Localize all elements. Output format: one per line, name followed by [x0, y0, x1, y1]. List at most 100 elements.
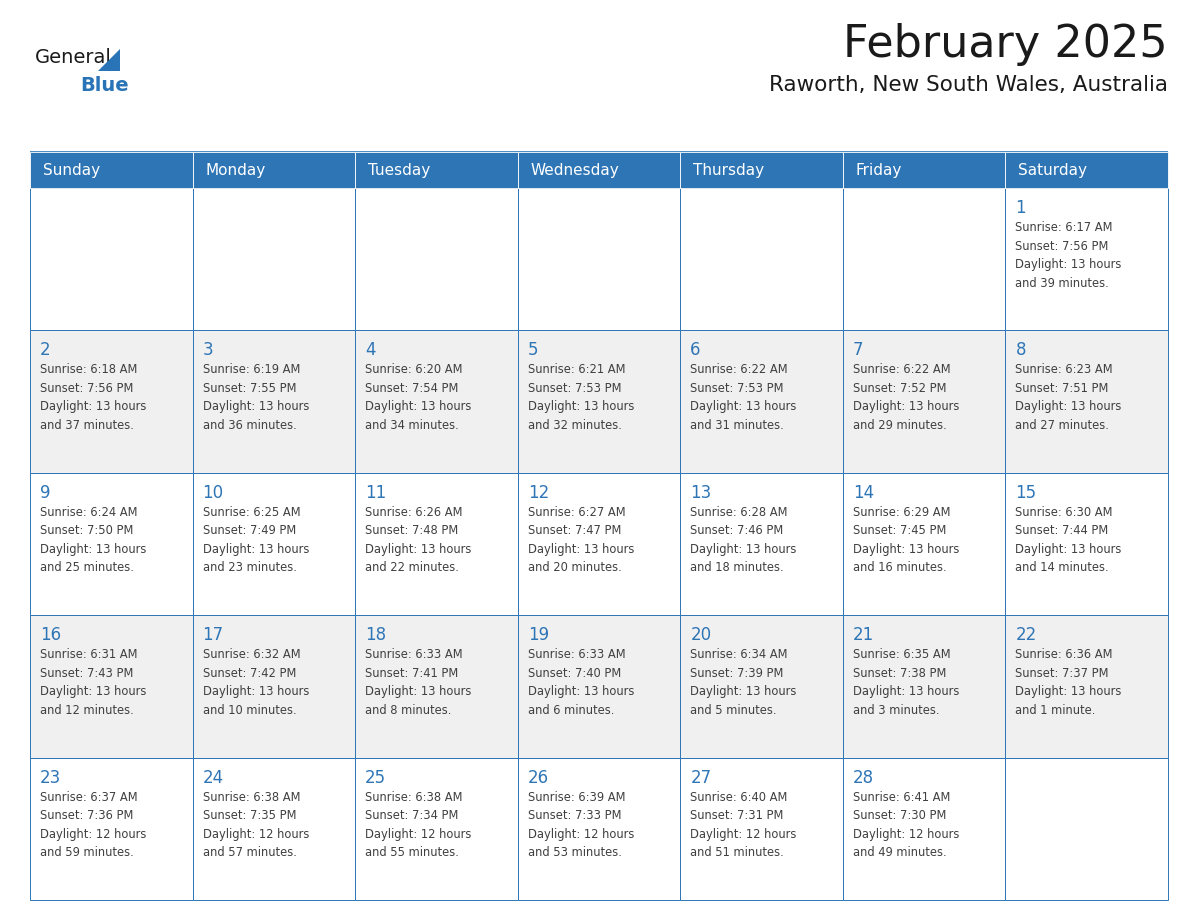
Text: Daylight: 13 hours: Daylight: 13 hours: [853, 543, 959, 555]
Bar: [681, 473, 842, 615]
Bar: [1005, 188, 1168, 330]
Text: and 14 minutes.: and 14 minutes.: [1016, 561, 1110, 575]
Text: Daylight: 13 hours: Daylight: 13 hours: [1016, 543, 1121, 555]
Bar: [192, 473, 355, 615]
Bar: [1005, 615, 1168, 757]
Bar: [192, 188, 355, 330]
Text: 22: 22: [1016, 626, 1037, 644]
Text: and 23 minutes.: and 23 minutes.: [203, 561, 297, 575]
Bar: [842, 330, 1005, 473]
Bar: [30, 473, 192, 615]
Text: and 39 minutes.: and 39 minutes.: [1016, 276, 1110, 289]
Bar: [681, 152, 842, 188]
Text: 20: 20: [690, 626, 712, 644]
Text: Sunset: 7:45 PM: Sunset: 7:45 PM: [853, 524, 946, 537]
Bar: [355, 615, 518, 757]
Text: 8: 8: [1016, 341, 1026, 360]
Text: Sunrise: 6:30 AM: Sunrise: 6:30 AM: [1016, 506, 1113, 519]
Text: Sunset: 7:47 PM: Sunset: 7:47 PM: [527, 524, 621, 537]
Bar: [1005, 330, 1168, 473]
Text: Sunset: 7:56 PM: Sunset: 7:56 PM: [1016, 240, 1108, 252]
Text: Daylight: 12 hours: Daylight: 12 hours: [690, 828, 797, 841]
Text: Daylight: 12 hours: Daylight: 12 hours: [853, 828, 959, 841]
Text: 23: 23: [40, 768, 62, 787]
Text: Sunset: 7:33 PM: Sunset: 7:33 PM: [527, 809, 621, 823]
Text: and 1 minute.: and 1 minute.: [1016, 704, 1095, 717]
Text: and 20 minutes.: and 20 minutes.: [527, 561, 621, 575]
Bar: [355, 330, 518, 473]
Text: Sunset: 7:50 PM: Sunset: 7:50 PM: [40, 524, 133, 537]
Bar: [30, 757, 192, 900]
Bar: [192, 330, 355, 473]
Text: Sunrise: 6:28 AM: Sunrise: 6:28 AM: [690, 506, 788, 519]
Text: and 53 minutes.: and 53 minutes.: [527, 846, 621, 859]
Text: Sunday: Sunday: [43, 162, 100, 177]
Text: 5: 5: [527, 341, 538, 360]
Text: and 25 minutes.: and 25 minutes.: [40, 561, 134, 575]
Text: Sunset: 7:40 PM: Sunset: 7:40 PM: [527, 666, 621, 679]
Text: Daylight: 12 hours: Daylight: 12 hours: [365, 828, 472, 841]
Text: Sunset: 7:46 PM: Sunset: 7:46 PM: [690, 524, 784, 537]
Text: Sunrise: 6:39 AM: Sunrise: 6:39 AM: [527, 790, 625, 803]
Text: Blue: Blue: [80, 76, 128, 95]
Text: Saturday: Saturday: [1018, 162, 1087, 177]
Text: Sunset: 7:48 PM: Sunset: 7:48 PM: [365, 524, 459, 537]
Text: Daylight: 13 hours: Daylight: 13 hours: [203, 400, 309, 413]
Text: Daylight: 12 hours: Daylight: 12 hours: [203, 828, 309, 841]
Text: and 12 minutes.: and 12 minutes.: [40, 704, 134, 717]
Text: Daylight: 13 hours: Daylight: 13 hours: [690, 400, 797, 413]
Text: Sunset: 7:31 PM: Sunset: 7:31 PM: [690, 809, 784, 823]
Text: Daylight: 13 hours: Daylight: 13 hours: [527, 543, 634, 555]
Text: Sunset: 7:35 PM: Sunset: 7:35 PM: [203, 809, 296, 823]
Text: Sunrise: 6:33 AM: Sunrise: 6:33 AM: [365, 648, 463, 661]
Text: Daylight: 13 hours: Daylight: 13 hours: [853, 685, 959, 699]
Bar: [1005, 757, 1168, 900]
Text: Daylight: 13 hours: Daylight: 13 hours: [1016, 258, 1121, 271]
Text: Sunrise: 6:25 AM: Sunrise: 6:25 AM: [203, 506, 301, 519]
Text: Daylight: 13 hours: Daylight: 13 hours: [527, 400, 634, 413]
Text: and 49 minutes.: and 49 minutes.: [853, 846, 947, 859]
Text: Daylight: 12 hours: Daylight: 12 hours: [40, 828, 146, 841]
Text: February 2025: February 2025: [843, 23, 1168, 66]
Text: Sunrise: 6:19 AM: Sunrise: 6:19 AM: [203, 364, 299, 376]
Text: Daylight: 13 hours: Daylight: 13 hours: [1016, 400, 1121, 413]
Text: Sunset: 7:44 PM: Sunset: 7:44 PM: [1016, 524, 1108, 537]
Text: 26: 26: [527, 768, 549, 787]
Text: Sunrise: 6:24 AM: Sunrise: 6:24 AM: [40, 506, 138, 519]
Text: 15: 15: [1016, 484, 1037, 502]
Text: Sunrise: 6:31 AM: Sunrise: 6:31 AM: [40, 648, 138, 661]
Text: Sunset: 7:43 PM: Sunset: 7:43 PM: [40, 666, 133, 679]
Text: and 59 minutes.: and 59 minutes.: [40, 846, 134, 859]
Text: Raworth, New South Wales, Australia: Raworth, New South Wales, Australia: [769, 75, 1168, 95]
Text: 3: 3: [203, 341, 213, 360]
Bar: [681, 615, 842, 757]
Text: 6: 6: [690, 341, 701, 360]
Text: Sunset: 7:30 PM: Sunset: 7:30 PM: [853, 809, 946, 823]
Bar: [518, 615, 681, 757]
Text: Sunset: 7:56 PM: Sunset: 7:56 PM: [40, 382, 133, 395]
Bar: [30, 330, 192, 473]
Bar: [842, 188, 1005, 330]
Bar: [355, 188, 518, 330]
Bar: [355, 757, 518, 900]
Text: and 6 minutes.: and 6 minutes.: [527, 704, 614, 717]
Text: 13: 13: [690, 484, 712, 502]
Text: Daylight: 13 hours: Daylight: 13 hours: [527, 685, 634, 699]
Text: Sunrise: 6:23 AM: Sunrise: 6:23 AM: [1016, 364, 1113, 376]
Text: and 8 minutes.: and 8 minutes.: [365, 704, 451, 717]
Text: Sunrise: 6:35 AM: Sunrise: 6:35 AM: [853, 648, 950, 661]
Text: 7: 7: [853, 341, 864, 360]
Text: and 36 minutes.: and 36 minutes.: [203, 419, 296, 431]
Text: and 18 minutes.: and 18 minutes.: [690, 561, 784, 575]
Text: Sunset: 7:38 PM: Sunset: 7:38 PM: [853, 666, 946, 679]
Text: and 57 minutes.: and 57 minutes.: [203, 846, 297, 859]
Text: Wednesday: Wednesday: [531, 162, 619, 177]
Text: Sunset: 7:51 PM: Sunset: 7:51 PM: [1016, 382, 1108, 395]
Text: and 10 minutes.: and 10 minutes.: [203, 704, 296, 717]
Text: 17: 17: [203, 626, 223, 644]
Text: Thursday: Thursday: [694, 162, 764, 177]
Text: Sunrise: 6:33 AM: Sunrise: 6:33 AM: [527, 648, 625, 661]
Text: Sunrise: 6:36 AM: Sunrise: 6:36 AM: [1016, 648, 1113, 661]
Text: Sunrise: 6:18 AM: Sunrise: 6:18 AM: [40, 364, 138, 376]
Text: Sunrise: 6:38 AM: Sunrise: 6:38 AM: [203, 790, 301, 803]
